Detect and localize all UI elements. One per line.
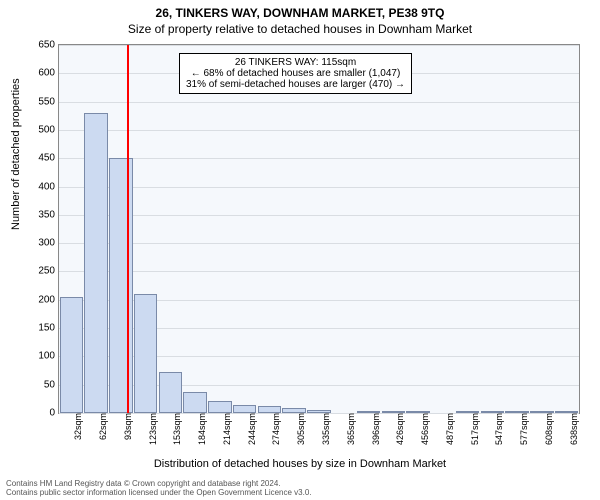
x-tick-label: 426sqm [393,413,405,445]
y-tick-label: 650 [38,40,59,51]
x-tick-label: 153sqm [170,413,182,445]
x-tick-label: 305sqm [294,413,306,445]
x-tick-label: 184sqm [195,413,207,445]
footer-attribution: Contains HM Land Registry data © Crown c… [6,479,594,498]
reference-line [127,45,129,413]
histogram-bar [258,406,282,413]
y-tick-label: 600 [38,68,59,79]
chart-subtitle: Size of property relative to detached ho… [0,20,600,42]
x-tick-label: 638sqm [567,413,579,445]
y-tick-label: 250 [38,266,59,277]
chart-area: 0501001502002503003504004505005506006503… [58,44,580,414]
x-tick-label: 577sqm [517,413,529,445]
y-tick-label: 550 [38,96,59,107]
gridline [59,215,579,216]
x-tick-label: 93sqm [121,413,133,440]
footer-line-2: Contains public sector information licen… [6,488,594,498]
gridline [59,45,579,46]
gridline [59,271,579,272]
y-tick-label: 0 [49,408,59,419]
gridline [59,243,579,244]
chart-title: 26, TINKERS WAY, DOWNHAM MARKET, PE38 9T… [0,0,600,20]
x-tick-label: 547sqm [492,413,504,445]
histogram-bar [109,158,133,413]
y-tick-label: 200 [38,294,59,305]
x-tick-label: 396sqm [369,413,381,445]
histogram-bar [60,297,84,413]
x-tick-label: 274sqm [269,413,281,445]
gridline [59,102,579,103]
y-tick-label: 100 [38,351,59,362]
x-tick-label: 487sqm [443,413,455,445]
histogram-bar [159,372,183,413]
y-axis-label: Number of detached properties [10,78,22,230]
x-tick-label: 123sqm [146,413,158,445]
x-tick-label: 62sqm [96,413,108,440]
y-tick-label: 150 [38,323,59,334]
y-tick-label: 500 [38,124,59,135]
plot-area: 0501001502002503003504004505005506006503… [58,44,580,414]
y-tick-label: 400 [38,181,59,192]
gridline [59,130,579,131]
gridline [59,158,579,159]
annotation-line: 26 TINKERS WAY: 115sqm [186,57,405,68]
gridline [59,187,579,188]
y-tick-label: 450 [38,153,59,164]
footer-line-1: Contains HM Land Registry data © Crown c… [6,479,594,489]
histogram-bar [84,113,108,413]
annotation-line: ← 68% of detached houses are smaller (1,… [186,68,405,79]
histogram-bar [208,401,232,413]
histogram-bar [183,392,207,414]
x-tick-label: 32sqm [71,413,83,440]
annotation-line: 31% of semi-detached houses are larger (… [186,79,405,90]
annotation-box: 26 TINKERS WAY: 115sqm← 68% of detached … [179,53,412,94]
x-tick-label: 517sqm [468,413,480,445]
y-tick-label: 50 [44,379,59,390]
x-tick-label: 456sqm [418,413,430,445]
x-tick-label: 335sqm [319,413,331,445]
x-tick-label: 365sqm [344,413,356,445]
histogram-bar [233,405,257,413]
y-tick-label: 350 [38,209,59,220]
x-tick-label: 244sqm [245,413,257,445]
histogram-bar [134,294,158,413]
x-tick-label: 608sqm [542,413,554,445]
x-tick-label: 214sqm [220,413,232,445]
x-axis-label: Distribution of detached houses by size … [0,458,600,470]
y-tick-label: 300 [38,238,59,249]
